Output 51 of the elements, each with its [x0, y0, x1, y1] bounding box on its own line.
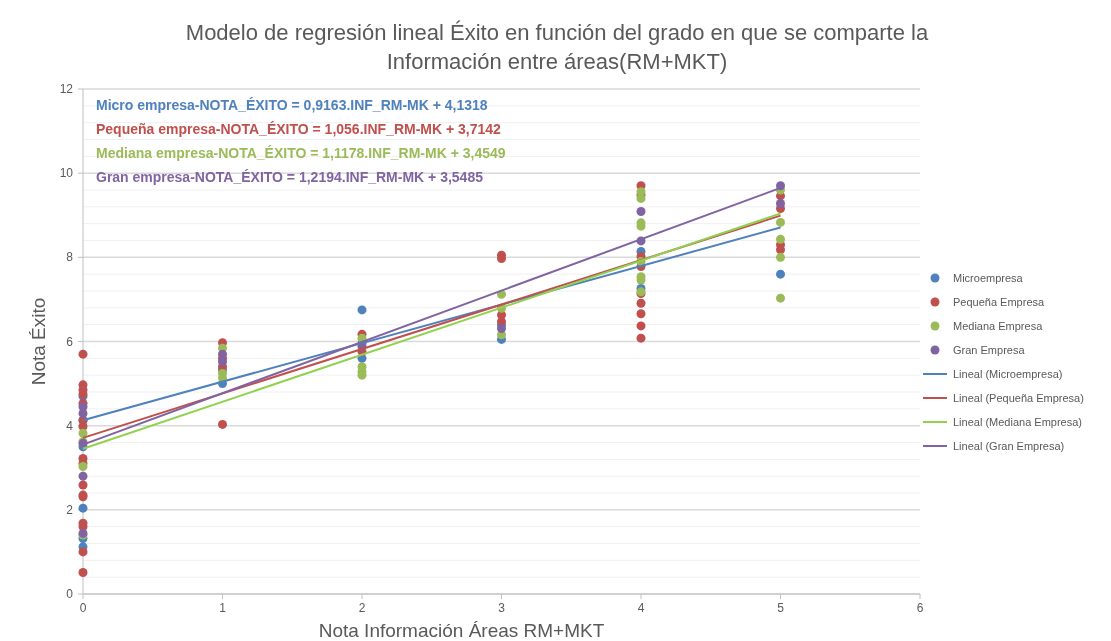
point	[218, 357, 227, 367]
x-tick-label: 6	[916, 601, 924, 615]
x-tick-label: 2	[358, 601, 366, 615]
point	[78, 349, 88, 359]
point	[776, 234, 785, 244]
point	[776, 269, 785, 279]
x-axis-title: Nota Información Áreas RM+MKT	[318, 620, 605, 641]
point	[636, 309, 646, 319]
annotation: Pequeña empresa-NOTA_ÉXITO = 1,056.INF_RM-MK + 3,7142	[96, 121, 502, 137]
legend-label: Microempresa	[953, 272, 1024, 284]
y-tick-label: 10	[59, 166, 74, 181]
x-tick-label: 0	[79, 601, 87, 615]
point	[636, 298, 646, 308]
annotation: Gran empresa-NOTA_ÉXITO = 1,2194.INF_RM-MK + 3,5485	[96, 169, 484, 185]
y-tick-label: 8	[66, 250, 74, 265]
y-tick-label: 12	[59, 82, 74, 96]
y-tick-label: 0	[66, 587, 74, 601]
point	[636, 206, 646, 216]
point	[78, 480, 88, 490]
point	[357, 305, 367, 315]
y-axis-title: Nota Éxito	[28, 297, 49, 386]
legend-label: Lineal (Mediana Empresa)	[953, 416, 1083, 428]
point	[78, 503, 88, 513]
point	[776, 293, 785, 303]
point	[636, 321, 646, 331]
annotation: Micro empresa-NOTA_ÉXITO = 0,9163.INF_RM-MK + 4,1318	[96, 97, 488, 113]
point	[218, 419, 227, 429]
x-tick-label: 5	[777, 601, 785, 615]
y-tick-label: 4	[66, 418, 74, 433]
point	[636, 333, 646, 343]
point	[218, 349, 227, 359]
point	[776, 252, 785, 262]
point	[776, 217, 785, 227]
x-tick-label: 1	[219, 601, 227, 615]
point	[776, 198, 785, 208]
legend-label: Lineal (Microempresa)	[953, 368, 1063, 380]
legend-label: Lineal (Gran Empresa)	[953, 440, 1065, 452]
legend-label: Pequeña Empresa	[953, 296, 1045, 308]
annotation: Mediana empresa-NOTA_ÉXITO = 1,1178.INF_RM-MK + 3,4549	[96, 145, 506, 161]
y-tick-label: 2	[66, 502, 74, 517]
legend-label: Gran Empresa	[953, 344, 1026, 356]
x-tick-label: 4	[637, 601, 645, 615]
legend-label: Lineal (Pequeña Empresa)	[953, 392, 1084, 404]
legend-label: Mediana Empresa	[953, 320, 1044, 332]
y-tick-label: 6	[66, 334, 74, 349]
chart-title: Modelo de regresión lineal Éxito en función del grado en que se comparte la Información entre áreas(RM+MKT)	[185, 20, 929, 74]
point	[78, 568, 88, 578]
point	[78, 471, 88, 481]
point	[776, 181, 785, 191]
point	[78, 547, 88, 557]
x-tick-label: 3	[498, 601, 506, 615]
